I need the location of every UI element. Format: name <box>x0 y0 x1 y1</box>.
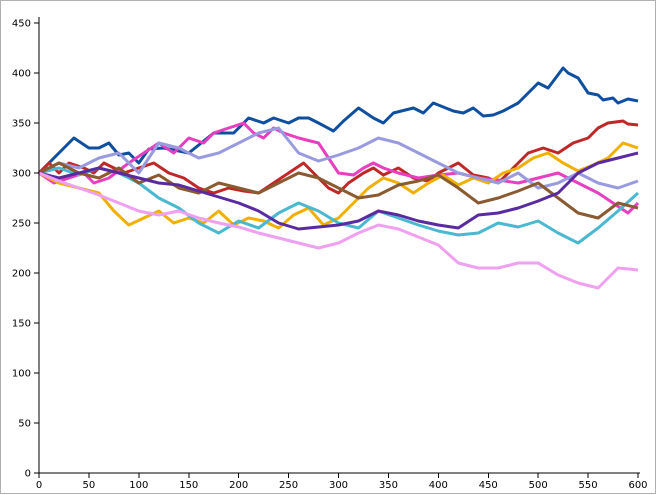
x-tick-label: 150 <box>179 480 198 491</box>
axes-layer: 0 50 100 150 200 250 300 350 400 450 500 550 600 0 50 1… <box>12 17 648 491</box>
x-tick-label: 250 <box>279 480 298 491</box>
series-line-1 <box>37 66 639 175</box>
x-tick-label: 600 <box>628 480 647 491</box>
series-line-2 <box>37 119 639 195</box>
y-tick-label: 350 <box>12 119 31 130</box>
x-tick-label: 50 <box>83 480 96 491</box>
y-tick-label: 300 <box>12 169 31 180</box>
x-tick-label: 550 <box>579 480 598 491</box>
y-tick-label: 450 <box>12 19 31 30</box>
x-tick-label: 500 <box>529 480 548 491</box>
series-line-8 <box>38 151 639 231</box>
y-tick-label: 50 <box>18 419 31 430</box>
x-tick-label: 400 <box>429 480 448 491</box>
y-tick-label: 0 <box>25 469 31 480</box>
x-tick-label: 100 <box>129 480 148 491</box>
series-line-9 <box>38 171 639 290</box>
series-line-7 <box>38 161 639 220</box>
x-tick-label: 300 <box>329 480 348 491</box>
y-tick-label: 100 <box>12 369 31 380</box>
series-layer <box>37 66 640 290</box>
x-tick-label: 200 <box>229 480 248 491</box>
y-tick-label: 200 <box>12 269 31 280</box>
series-line-3 <box>38 121 640 215</box>
series-line-6 <box>38 126 639 190</box>
x-tick-label: 0 <box>36 480 42 491</box>
y-tick-label: 400 <box>12 69 31 80</box>
y-tick-label: 150 <box>12 319 31 330</box>
x-tick-label: 450 <box>479 480 498 491</box>
x-tick-label: 350 <box>379 480 398 491</box>
y-tick-label: 250 <box>12 219 31 230</box>
